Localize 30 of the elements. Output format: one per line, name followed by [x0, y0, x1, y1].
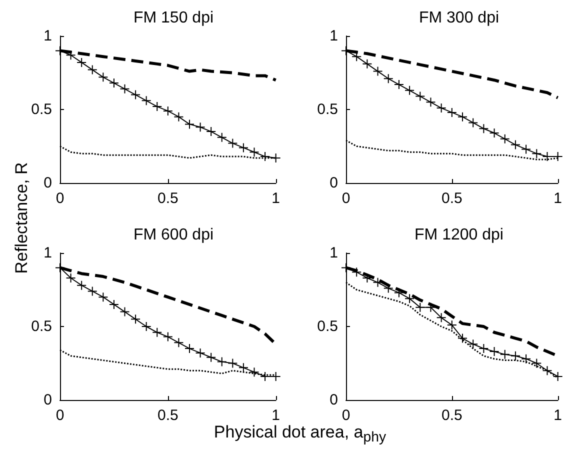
chart-title: FM 600 dpi	[133, 226, 214, 244]
y-axis-title: Reflectance, R	[12, 162, 32, 274]
y-tick-label: 0	[330, 174, 338, 192]
y-tick-label: 0.5	[31, 318, 52, 335]
y-tick-label: 0.5	[317, 318, 338, 335]
y-tick-label: 1	[44, 28, 52, 44]
x-tick-label: 1	[272, 190, 280, 207]
y-tick-label: 0.5	[317, 101, 338, 118]
chart-title: FM 150 dpi	[133, 10, 214, 26]
x-tick-label: 0.5	[441, 407, 462, 424]
x-tick-label: 0	[342, 190, 350, 207]
y-tick-label: 1	[44, 244, 52, 262]
x-tick-label: 0.5	[157, 190, 178, 207]
y-tick-label: 1	[330, 28, 338, 44]
x-tick-label: 1	[554, 407, 562, 424]
chart-title: FM 300 dpi	[418, 10, 500, 26]
y-tick-label: 1	[330, 244, 338, 262]
chart-title: FM 1200 dpi	[414, 226, 504, 244]
x-tick-label: 0.5	[441, 190, 462, 207]
x-tick-label: 1	[272, 407, 280, 424]
x-tick-label: 0	[342, 407, 350, 424]
y-tick-label: 0	[44, 174, 52, 192]
x-tick-label: 1	[554, 190, 562, 207]
x-axis-title: Physical dot area, a$_{phy}$	[214, 422, 386, 446]
x-tick-label: 0	[56, 407, 64, 424]
y-tick-label: 0	[330, 392, 338, 408]
x-tick-label: 0	[56, 190, 64, 207]
x-tick-label: 0.5	[157, 407, 178, 424]
y-tick-label: 0	[44, 392, 52, 408]
y-tick-label: 0.5	[31, 101, 52, 118]
